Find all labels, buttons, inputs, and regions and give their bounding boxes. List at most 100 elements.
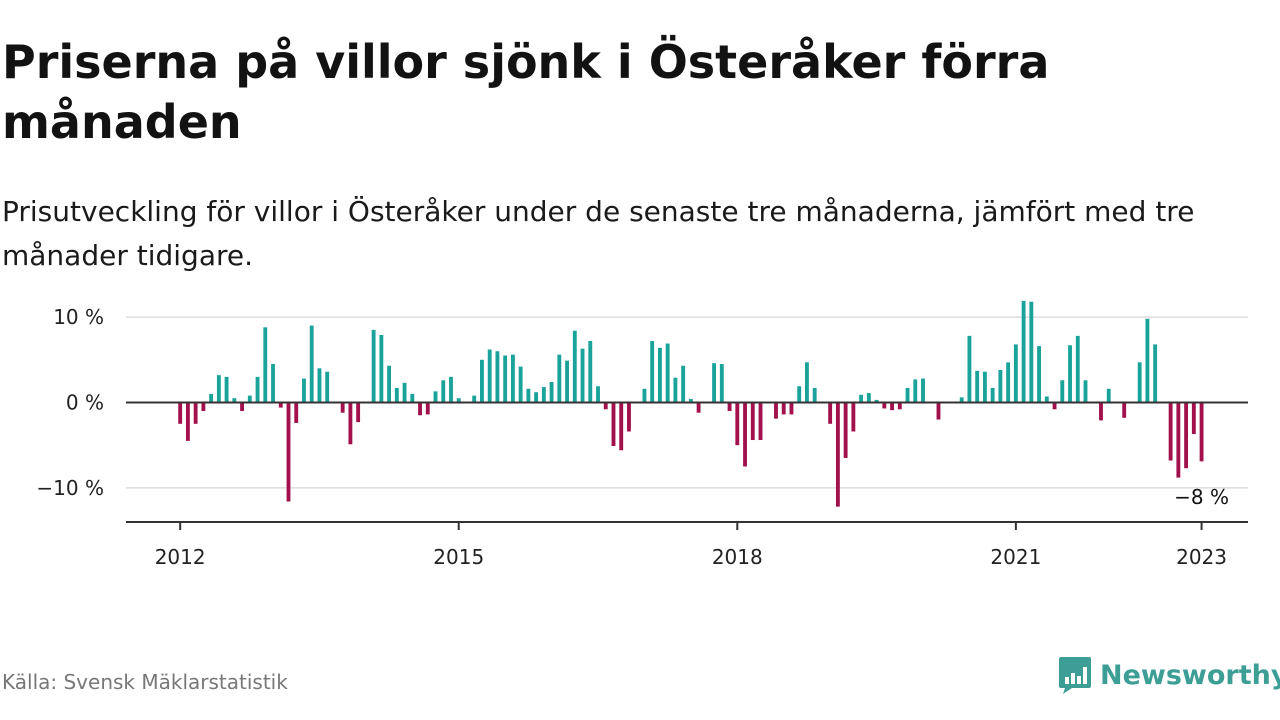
bar — [781, 402, 786, 415]
y-tick-label: −10 % — [36, 476, 104, 500]
chart-title: Priserna på villor sjönk i Österåker för… — [2, 35, 1050, 149]
bar — [619, 402, 624, 451]
bar — [828, 402, 833, 424]
bar — [418, 402, 422, 416]
bar — [982, 371, 987, 403]
bar — [371, 329, 376, 403]
bar — [727, 402, 732, 411]
bar — [913, 379, 918, 403]
bar — [688, 399, 693, 403]
bar — [897, 402, 902, 410]
bar — [1191, 402, 1196, 435]
bar — [387, 365, 392, 403]
bar — [495, 351, 500, 403]
bar — [673, 377, 678, 403]
bar — [835, 402, 840, 507]
bar — [526, 388, 531, 403]
bar — [990, 387, 995, 403]
brand-logo[interactable]: Newsworthy — [1058, 653, 1280, 697]
bar — [758, 402, 763, 441]
bar — [557, 354, 562, 403]
last-value-annotation: −8 % — [1174, 485, 1229, 509]
x-tick-label: 2023 — [1176, 545, 1227, 569]
bar — [642, 388, 647, 403]
newsworthy-logo-icon — [1059, 657, 1091, 694]
bar — [348, 402, 353, 445]
bar — [936, 402, 941, 420]
bar — [1029, 301, 1034, 403]
bar — [185, 402, 190, 441]
bar — [975, 370, 980, 403]
bar — [193, 402, 198, 424]
bar — [402, 382, 407, 403]
x-tick-label: 2018 — [712, 545, 763, 569]
bar — [859, 394, 864, 403]
bar — [232, 398, 237, 403]
bar — [1006, 362, 1011, 403]
bar — [394, 387, 399, 403]
bar — [735, 402, 740, 446]
bar — [797, 386, 802, 403]
bar — [1168, 402, 1173, 461]
bar — [1199, 402, 1204, 462]
annotations: −8 % — [1174, 485, 1229, 509]
bar — [580, 348, 585, 403]
bar — [1013, 344, 1018, 403]
bar — [518, 366, 523, 403]
bar — [456, 398, 461, 403]
bar — [278, 402, 283, 408]
bar — [379, 335, 384, 403]
bar-series — [178, 300, 1204, 507]
bar — [302, 378, 306, 403]
bar — [317, 368, 322, 403]
bar — [356, 402, 361, 423]
bar — [851, 402, 856, 432]
bar-chart: 10 % 0 % −10 % 2012 2015 2018 2021 2023 −8 % — [36, 300, 1248, 569]
bar — [1184, 402, 1189, 469]
bar — [449, 376, 453, 403]
bar — [1075, 335, 1080, 403]
bar — [921, 378, 925, 403]
bar — [572, 330, 577, 403]
bar — [866, 393, 871, 403]
bar — [1137, 362, 1142, 403]
bar — [789, 402, 794, 415]
y-tick-label: 10 % — [53, 305, 104, 329]
brand-name: Newsworthy — [1100, 659, 1280, 691]
bar — [433, 391, 438, 403]
bar — [967, 335, 972, 403]
bar — [487, 349, 492, 403]
bar — [1106, 388, 1111, 403]
bar — [712, 363, 717, 403]
bar — [1099, 402, 1103, 421]
bar — [271, 364, 275, 403]
bar — [541, 387, 546, 403]
bar — [657, 347, 662, 403]
source-note: Källa: Svensk Mäklarstatistik — [2, 670, 288, 694]
bar — [1021, 300, 1026, 403]
bar — [549, 381, 554, 403]
bar — [1052, 402, 1057, 410]
bar — [325, 371, 330, 403]
bar — [905, 387, 910, 403]
bar — [665, 343, 670, 403]
bar — [998, 370, 1003, 403]
bar — [263, 327, 268, 403]
bar — [1068, 345, 1072, 403]
bar — [874, 399, 879, 403]
y-axis-labels: 10 % 0 % −10 % — [36, 305, 104, 500]
bar — [743, 402, 747, 467]
bar — [696, 402, 701, 413]
bar — [1153, 344, 1158, 403]
bar — [224, 376, 229, 403]
bar — [812, 387, 817, 403]
bar — [627, 402, 631, 432]
bar — [309, 325, 314, 403]
x-axis-labels: 2012 2015 2018 2021 2023 — [155, 522, 1227, 569]
bar — [805, 362, 809, 403]
bar — [681, 365, 686, 403]
bar — [650, 340, 655, 403]
bar — [1176, 402, 1181, 478]
bar — [480, 359, 484, 403]
bar — [1083, 380, 1088, 403]
